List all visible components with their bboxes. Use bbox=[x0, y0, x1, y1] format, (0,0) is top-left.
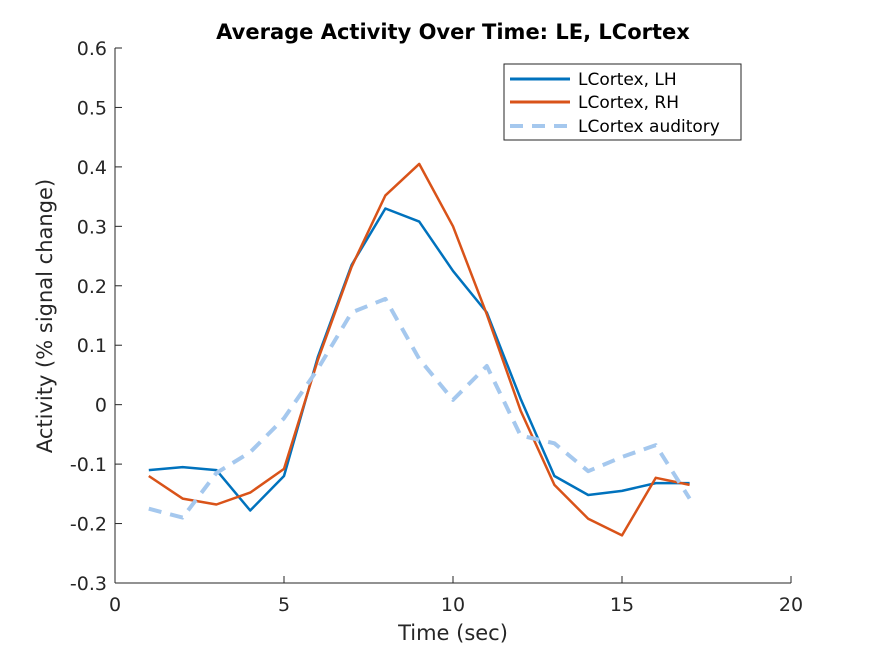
series-line-lcortex-auditory bbox=[148, 296, 692, 520]
x-ticks: 0 5 10 15 20 bbox=[109, 576, 803, 616]
y-tick-label: 0.5 bbox=[77, 97, 107, 119]
legend-label-lh: LCortex, LH bbox=[578, 70, 677, 90]
x-tick-label: 20 bbox=[779, 594, 803, 616]
y-tick-label: 0.3 bbox=[77, 216, 107, 238]
y-tick-label: -0.2 bbox=[70, 514, 107, 536]
y-tick-label: 0.6 bbox=[77, 38, 107, 60]
x-tick-label: 15 bbox=[610, 594, 634, 616]
x-axis-label: Time (sec) bbox=[397, 621, 508, 645]
x-tick-label: 0 bbox=[109, 594, 121, 616]
legend: LCortex, LH LCortex, RH LCortex auditory bbox=[503, 63, 742, 141]
x-tick-label: 5 bbox=[278, 594, 290, 616]
y-tick-label: 0 bbox=[95, 395, 107, 417]
chart-title: Average Activity Over Time: LE, LCortex bbox=[216, 20, 690, 44]
series-layer bbox=[148, 162, 692, 537]
y-tick-label: 0.4 bbox=[77, 157, 107, 179]
y-tick-label: 0.2 bbox=[77, 276, 107, 298]
y-tick-label: 0.1 bbox=[77, 335, 107, 357]
y-tick-label: -0.3 bbox=[70, 573, 107, 595]
series-line-lcortex-rh bbox=[148, 162, 690, 537]
y-axis-label: Activity (% signal change) bbox=[33, 179, 57, 453]
legend-label-auditory: LCortex auditory bbox=[578, 117, 720, 137]
legend-label-rh: LCortex, RH bbox=[578, 93, 679, 113]
y-ticks: -0.3 -0.2 -0.1 0 0.1 0.2 0.3 0.4 0.5 0.6 bbox=[70, 38, 122, 595]
x-tick-label: 10 bbox=[441, 594, 465, 616]
y-tick-label: -0.1 bbox=[70, 454, 107, 476]
